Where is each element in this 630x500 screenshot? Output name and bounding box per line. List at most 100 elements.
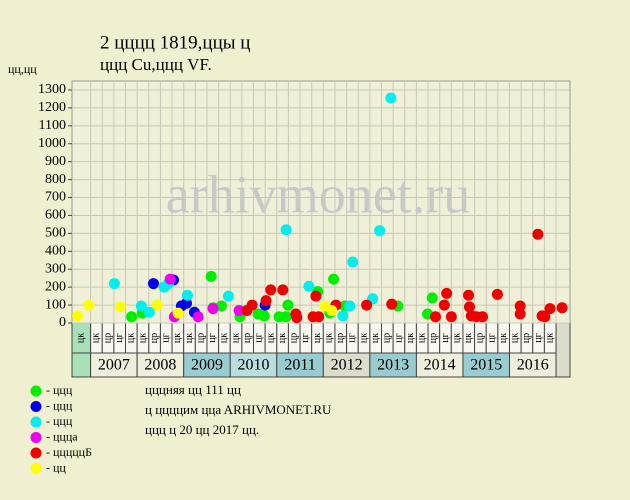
legend-marker <box>30 401 42 412</box>
y-tick-label: 0 <box>59 315 66 330</box>
quarter-label: цг <box>254 333 265 342</box>
quarter-label: цк <box>405 333 416 343</box>
data-point <box>280 311 292 323</box>
y-tick-label: 300 <box>45 261 66 276</box>
y-tick-label: 700 <box>45 190 66 205</box>
data-point <box>426 292 438 304</box>
data-point <box>438 299 450 311</box>
year-label: 2007 <box>98 357 130 374</box>
legend-marker <box>30 385 42 397</box>
quarter-label: цр <box>382 333 393 343</box>
quarter-label: цр <box>149 333 160 343</box>
year-cell <box>508 352 557 378</box>
data-point <box>83 299 95 311</box>
year-cell <box>136 352 185 378</box>
y-axis-label: цц,цц <box>8 62 37 76</box>
year-label: 2015 <box>470 357 502 374</box>
quarter-label: цг <box>300 333 311 342</box>
quarter-label: цр <box>428 333 439 343</box>
data-point <box>386 298 398 310</box>
legend-label: - ццца <box>46 429 78 443</box>
data-point <box>385 92 397 104</box>
y-tick-label: 100 <box>45 297 66 312</box>
quarter-label: цк <box>184 333 195 343</box>
y-tick-label: 1300 <box>38 82 66 97</box>
note: ццц ц 20 цц 2017 цц. <box>145 422 259 437</box>
quarter-label: цк <box>463 333 474 343</box>
legend-marker <box>30 447 42 459</box>
year-cell <box>276 352 324 378</box>
quarter-label: цк <box>312 333 323 343</box>
legend-label: - ццц <box>46 383 73 397</box>
data-point <box>344 300 356 312</box>
quarter-label: цк <box>370 333 381 343</box>
y-tick-label: 1200 <box>38 100 66 115</box>
data-point <box>463 289 475 301</box>
data-point <box>491 288 503 300</box>
data-point <box>441 287 453 299</box>
data-point <box>135 300 147 312</box>
year-label: 2014 <box>424 357 456 374</box>
y-tick-label: 600 <box>45 208 66 223</box>
year-cell <box>462 352 510 378</box>
data-point <box>258 310 270 322</box>
quarter-label: цк <box>358 333 369 343</box>
legend-marker <box>30 432 42 443</box>
quarter-label: цр <box>475 333 486 343</box>
year-label: 2011 <box>284 357 315 374</box>
data-point <box>246 299 258 311</box>
quarter-label: цр <box>242 333 253 343</box>
year-cell <box>90 352 138 378</box>
quarter-label: цк <box>265 333 276 343</box>
quarter-label: цк <box>137 333 148 343</box>
data-point <box>280 224 292 236</box>
quarter-label: цк <box>76 333 87 343</box>
y-tick-label: 1100 <box>39 118 66 133</box>
data-point <box>108 278 120 290</box>
quarter-label: цр <box>195 333 206 343</box>
legend-label: - цц <box>46 460 66 474</box>
note: цццняя цц 111 цц <box>145 382 241 397</box>
y-tick-label: 800 <box>45 172 66 187</box>
data-point <box>310 290 322 302</box>
legend-label: - ццц <box>46 398 73 412</box>
data-point <box>147 278 159 290</box>
year-label: 2012 <box>331 357 363 374</box>
data-point <box>265 284 277 296</box>
y-tick-label: 900 <box>45 154 66 169</box>
data-point <box>164 273 176 285</box>
data-point <box>556 302 568 314</box>
note: ц ццццим ццa ARHIVMONET.RU <box>145 402 332 417</box>
data-point <box>326 304 338 316</box>
data-point <box>445 311 457 323</box>
data-point <box>282 299 294 311</box>
quarter-label: цк <box>219 333 230 343</box>
leading-year-cell <box>71 352 92 378</box>
data-point <box>114 301 126 313</box>
quarter-label: цк <box>172 333 183 343</box>
quarter-label: цк <box>126 333 137 343</box>
legend-marker <box>30 416 42 428</box>
quarter-label: цк <box>277 333 288 343</box>
data-point <box>260 295 272 307</box>
year-label: 2010 <box>238 357 270 374</box>
data-point <box>477 311 489 323</box>
data-point <box>207 303 219 315</box>
data-point <box>215 300 227 312</box>
quarter-label: цк <box>498 333 509 343</box>
quarter-label: цг <box>114 333 125 342</box>
quarter-label: цр <box>335 333 346 343</box>
data-point <box>233 304 245 316</box>
data-point <box>72 310 84 322</box>
data-point <box>463 301 475 313</box>
year-label: 2009 <box>191 357 223 374</box>
legend-label: - ццц <box>46 414 73 428</box>
data-point <box>180 297 192 309</box>
quarter-label: цк <box>417 333 428 343</box>
quarter-label: цг <box>393 333 404 342</box>
data-point <box>539 311 551 323</box>
data-point <box>544 303 556 315</box>
y-tick-label: 1000 <box>38 136 66 151</box>
quarter-label: цк <box>323 333 334 343</box>
